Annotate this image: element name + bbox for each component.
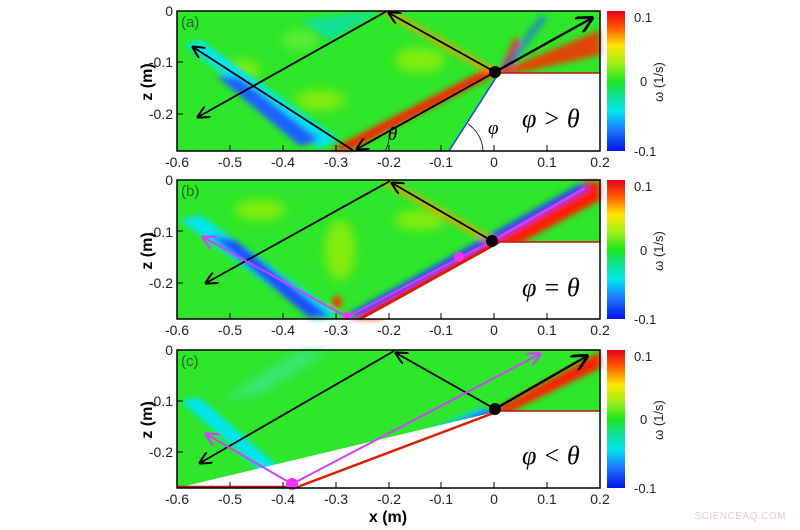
svg-text:-0.4: -0.4 [271,154,295,170]
svg-text:0: 0 [640,243,647,258]
y-axis-label-c: z (m) [139,401,156,438]
svg-text:-0.3: -0.3 [324,154,348,170]
y-axis-label-b: z (m) [139,232,156,269]
magenta-point [286,478,298,490]
svg-text:-0.1: -0.1 [634,144,656,159]
panel-b-topography [360,242,600,319]
panel-b-blue-band [180,215,342,319]
svg-text:0.2: 0.2 [590,322,610,338]
svg-text:0: 0 [165,172,173,188]
panel-c: (c) φ < θ [176,349,601,490]
panel-a: θ φ (a) φ > θ [176,10,601,152]
svg-text:0.1: 0.1 [634,179,652,194]
svg-text:0.1: 0.1 [634,349,652,364]
svg-text:-0.1: -0.1 [429,154,453,170]
x-tick-labels-a: -0.6 -0.5 -0.4 -0.3 -0.2 -0.1 0 0.1 0.2 [165,154,610,170]
svg-text:0.1: 0.1 [634,10,652,25]
tick-marks [176,61,548,488]
y-tick-labels-a: 0 -0.1 -0.2 [149,3,173,122]
svg-text:-0.2: -0.2 [149,106,173,122]
x-tick-labels-b: -0.6 -0.5 -0.4 -0.3 -0.2 -0.1 0 0.1 0.2 [165,322,610,338]
svg-text:0: 0 [490,322,498,338]
svg-text:0.2: 0.2 [590,154,610,170]
svg-text:-0.1: -0.1 [149,224,173,240]
x-axis-label: x (m) [369,509,407,526]
panel-label-a: (a) [181,14,199,31]
source-point [489,66,501,78]
y-axis-label-a: z (m) [139,63,156,100]
source-point [489,403,501,415]
svg-text:-0.1: -0.1 [634,312,656,327]
svg-text:-0.3: -0.3 [324,322,348,338]
panel-b-texture [235,200,445,280]
svg-text:ω (1/s): ω (1/s) [651,231,666,271]
svg-text:ω (1/s): ω (1/s) [651,400,666,440]
magenta-point [343,312,351,320]
panel-label-b: (b) [181,183,199,200]
svg-text:-0.2: -0.2 [377,154,401,170]
panel-a-red-beam [330,12,600,150]
source-point [486,235,498,247]
svg-text:0.2: 0.2 [590,491,610,507]
svg-text:-0.2: -0.2 [149,444,173,460]
x-tick-labels-c: -0.6 -0.5 -0.4 -0.3 -0.2 -0.1 0 0.1 0.2 [165,491,610,507]
colorbar-c: 0.1 0 -0.1 ω (1/s) [607,349,666,496]
svg-text:-0.5: -0.5 [218,322,242,338]
svg-text:ω (1/s): ω (1/s) [651,62,666,102]
phi-label: φ [488,118,499,139]
svg-text:-0.1: -0.1 [634,481,656,496]
svg-text:0: 0 [640,74,647,89]
svg-text:-0.5: -0.5 [218,154,242,170]
svg-text:0: 0 [640,412,647,427]
annotation-c: φ < θ [522,441,580,470]
annotation-a: φ > θ [522,104,580,133]
annotation-b: φ = θ [522,273,580,302]
panel-c-texture [220,350,330,400]
svg-text:-0.1: -0.1 [149,393,173,409]
svg-text:-0.4: -0.4 [271,322,295,338]
svg-text:-0.4: -0.4 [271,491,295,507]
axes: -0.6 -0.5 -0.4 -0.3 -0.2 -0.1 0 0.1 0.2 … [139,3,610,526]
svg-text:0.1: 0.1 [537,154,557,170]
panel-c-topography [177,411,600,488]
y-tick-labels-b: 0 -0.1 -0.2 [149,172,173,291]
colorbar-a: 0.1 0 -0.1 ω (1/s) [607,10,666,159]
theta-label: θ [388,124,397,145]
svg-text:-0.2: -0.2 [377,491,401,507]
svg-text:-0.2: -0.2 [377,322,401,338]
svg-text:-0.6: -0.6 [165,154,189,170]
svg-text:-0.1: -0.1 [429,322,453,338]
svg-text:0: 0 [165,342,173,358]
magenta-point [454,252,464,262]
y-tick-labels-c: 0 -0.1 -0.2 [149,342,173,460]
svg-text:-0.1: -0.1 [149,54,173,70]
svg-text:-0.6: -0.6 [165,322,189,338]
svg-text:-0.3: -0.3 [324,491,348,507]
svg-text:0.1: 0.1 [537,322,557,338]
svg-text:0: 0 [490,491,498,507]
panel-label-c: (c) [181,353,199,370]
svg-text:-0.6: -0.6 [165,491,189,507]
svg-text:0: 0 [490,154,498,170]
panel-b: (b) φ = θ [176,179,601,321]
watermark: SCIENCEAQ.COM [694,511,786,522]
colorbar-b: 0.1 0 -0.1 ω (1/s) [607,179,666,327]
svg-text:-0.1: -0.1 [429,491,453,507]
svg-text:-0.5: -0.5 [218,491,242,507]
svg-text:0: 0 [165,3,173,19]
svg-text:-0.2: -0.2 [149,275,173,291]
svg-text:0.1: 0.1 [537,491,557,507]
